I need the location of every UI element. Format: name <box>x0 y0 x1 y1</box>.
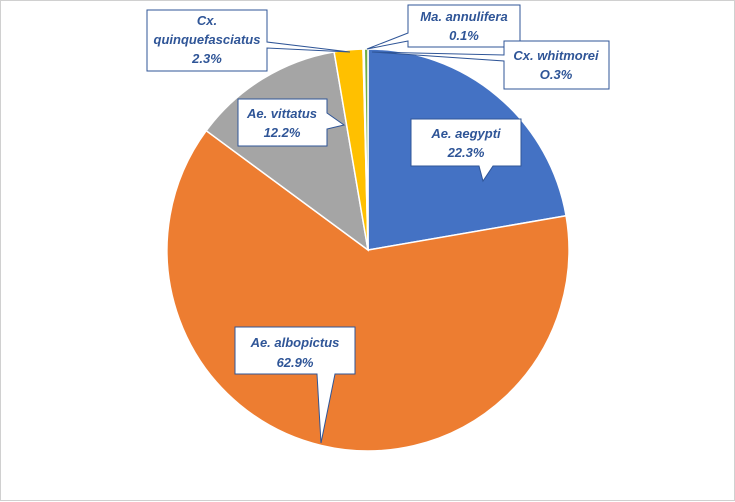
slice-name-ae-albopictus: Ae. albopictus <box>250 335 340 350</box>
data-label-callouts: Ae. aegypti 22.3% Ae. albopictus 62.9% A… <box>146 4 610 444</box>
slice-name-cx-quinquefasciatus-line1: Cx. <box>197 13 217 28</box>
slice-name-cx-whitmorei: Cx. whitmorei <box>513 48 599 63</box>
callout-box-cx-whitmorei <box>371 40 610 90</box>
slice-label-cx-whitmorei: O.3% <box>540 67 573 82</box>
slice-name-cx-quinquefasciatus-line2: quinquefasciatus <box>154 32 261 47</box>
callout-ma-annulifera: Ma. annulifera 0.1% <box>366 4 521 50</box>
callout-box-ma-annulifera <box>366 4 521 50</box>
slice-label-ma-annulifera: 0.1% <box>449 28 479 43</box>
callout-ae-albopictus: Ae. albopictus 62.9% <box>234 326 356 444</box>
slice-label-ae-vittatus: 12.2% <box>264 125 301 140</box>
callout-box-cx-quinquefasciatus <box>146 9 351 72</box>
slice-label-cx-quinquefasciatus: 2.3% <box>191 51 222 66</box>
pie-slices <box>166 48 570 452</box>
callout-box-ae-albopictus <box>234 326 356 444</box>
callout-cx-quinquefasciatus: Cx. quinquefasciatus 2.3% <box>146 9 351 72</box>
callout-cx-whitmorei: Cx. whitmorei O.3% <box>371 40 610 90</box>
callout-ae-aegypti: Ae. aegypti 22.3% <box>410 118 522 183</box>
slice-name-ae-vittatus: Ae. vittatus <box>246 106 317 121</box>
slice-label-ae-aegypti: 22.3% <box>447 145 485 160</box>
callout-box-ae-aegypti <box>410 118 522 183</box>
callout-box-ae-vittatus <box>237 98 346 147</box>
slice-label-ae-albopictus: 62.9% <box>277 355 314 370</box>
callout-ae-vittatus: Ae. vittatus 12.2% <box>237 98 346 147</box>
slice-name-ae-aegypti: Ae. aegypti <box>430 126 501 141</box>
slice-name-ma-annulifera: Ma. annulifera <box>420 9 507 24</box>
